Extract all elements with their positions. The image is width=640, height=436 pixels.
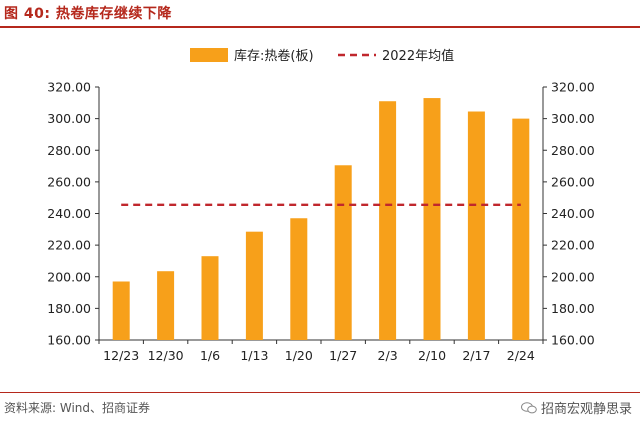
bar [379,101,397,340]
x-tick-label: 1/6 [200,348,220,363]
y-tick-label-left: 200.00 [47,269,91,284]
y-tick-label-left: 280.00 [47,143,91,158]
bar [201,256,219,340]
wechat-icon [520,401,537,413]
bar [245,231,263,340]
bar [467,111,485,341]
x-tick-label: 2/3 [378,348,398,363]
source-note: 资料来源: Wind、招商证券 [4,401,151,415]
y-tick-label-right: 320.00 [551,80,595,95]
bar [157,271,175,340]
y-tick-label-right: 280.00 [551,143,595,158]
y-tick-label-left: 180.00 [47,301,91,316]
y-tick-label-left: 220.00 [47,238,91,253]
x-tick-label: 12/23 [103,348,139,363]
y-tick-label-right: 180.00 [551,301,595,316]
x-tick-labels: 12/23 12/30 1/6 1/13 1/20 1/27 2/3 2/10 2/17 2/24 [103,348,535,363]
legend: 库存:热卷(板) 2022年均值 [190,48,454,64]
y-tick-labels-right: 160.00 180.00 200.00 220.00 240.00 260.00 280.… [551,80,595,348]
watermark: 招商宏观静思录 [520,398,632,417]
legend-label-line: 2022年均值 [382,48,454,64]
x-tick-label: 1/20 [285,348,313,363]
x-tick-label: 1/27 [329,348,357,363]
x-tick-label: 1/13 [240,348,268,363]
y-tick-label-right: 240.00 [551,206,595,221]
title-divider [0,26,640,28]
x-tick-label: 2/17 [462,348,490,363]
x-tick-label: 12/30 [148,348,184,363]
bar [290,218,308,340]
y-tick-label-right: 160.00 [551,333,595,348]
inventory-bar-chart: 库存:热卷(板) 2022年均值 12/23 12/30 1/6 1/13 1/20 1/2… [47,48,595,363]
legend-swatch-bar [190,48,228,62]
figure-title: 图 40: 热卷库存继续下降 [4,6,172,22]
y-tick-label-right: 260.00 [551,174,595,189]
y-tick-labels-left: 160.00 180.00 200.00 220.00 240.00 260.00 280.… [47,80,91,348]
y-tick-label-right: 200.00 [551,269,595,284]
y-tick-label-left: 260.00 [47,174,91,189]
bar [512,118,530,340]
bar [423,98,441,340]
watermark-text: 招商宏观静思录 [540,402,632,417]
y-tick-label-left: 320.00 [47,80,91,95]
y-tick-label-left: 240.00 [47,206,91,221]
footer-divider [0,392,640,393]
bar [334,165,352,340]
y-tick-label-right: 300.00 [551,111,595,126]
bar-series [112,98,530,341]
y-tick-label-right: 220.00 [551,238,595,253]
bar [112,281,130,340]
x-tick-label: 2/10 [418,348,446,363]
y-tick-label-left: 160.00 [47,333,91,348]
legend-label-bar: 库存:热卷(板) [234,48,314,64]
x-tick-label: 2/24 [507,348,535,363]
y-tick-label-left: 300.00 [47,111,91,126]
